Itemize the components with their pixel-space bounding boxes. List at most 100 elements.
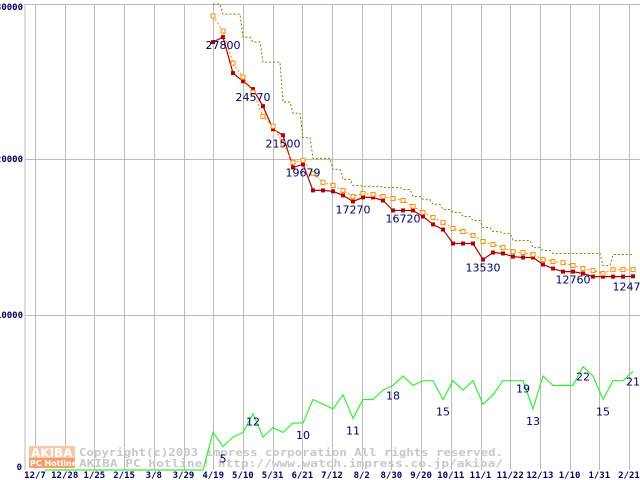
marker-price-avg [290,159,296,165]
marker-price-min [391,208,395,213]
watermark-logo-bottom: PC Hotline! [30,459,81,468]
marker-price-avg [230,60,236,66]
marker-price-min [221,35,225,40]
marker-price-avg [380,193,386,199]
watermark-logo-bottom-bg [29,458,75,468]
marker-price-avg [510,249,516,255]
price-data-label: 21500 [266,137,301,150]
marker-price-min [461,241,465,246]
x-tick-label: 7/12 [321,471,343,480]
x-tick-label: 2/15 [113,471,135,480]
marker-price-avg [210,13,216,19]
marker-price-min [361,195,365,200]
watermark-logo-top: AKIBA [31,446,73,460]
marker-price-avg [440,219,446,225]
count-data-label: 19 [516,383,530,396]
marker-price-min [411,208,415,213]
x-tick-label: 12/7 [24,471,46,480]
x-tick-label: 11/22 [497,471,524,480]
marker-price-avg [620,267,626,273]
x-tick-label: 2/21 [618,471,640,480]
marker-price-min [371,195,375,200]
marker-price-avg [580,266,586,272]
marker-price-avg [560,260,566,266]
marker-price-min [551,266,555,271]
x-tick-label: 3/8 [146,471,162,480]
marker-price-avg [410,203,416,209]
count-data-label: 5 [220,453,227,466]
marker-price-avg [600,271,606,277]
y-tick-label: 30000 [0,3,23,13]
watermark-line1: Copyright(c)2003 impress corporation All… [79,446,503,459]
marker-price-min [321,188,325,193]
marker-price-min [301,162,305,167]
marker-price-avg [370,191,376,197]
marker-price-min [441,227,445,232]
x-tick-label: 1/31 [588,471,610,480]
marker-price-min [591,274,595,279]
marker-price-avg [570,263,576,269]
y-axis-ticks: 0 10000 20000 30000 [0,3,23,473]
count-data-label: 10 [296,429,310,442]
marker-price-avg [400,197,406,203]
marker-price-min [561,269,565,274]
x-tick-label: 1/10 [559,471,581,480]
marker-price-min [351,199,355,204]
count-data-label: 18 [386,389,400,402]
x-tick-label: 5/31 [262,471,284,480]
data-labels: 27800 24570 21500 19679 17270 16720 13530 12760… [206,39,640,465]
count-data-label: 15 [436,406,450,419]
price-data-label: 12470 [613,280,640,293]
y-tick-label: 0 [17,463,22,473]
marker-price-avg [460,229,466,235]
grid [24,4,640,470]
count-data-label: 13 [526,415,540,428]
marker-price-min [241,79,245,84]
marker-price-avg [270,123,276,129]
x-tick-label: 8/2 [354,471,370,480]
marker-price-avg [530,252,536,258]
watermark-line2: AKIBA PC Hotline! http://www.watch.impre… [79,457,503,470]
marker-price-avg [520,250,526,256]
x-tick-label: 1/25 [84,471,106,480]
watermark: AKIBA PC Hotline! Copyright(c)2003 impre… [29,446,503,470]
marker-price-min [571,269,575,274]
marker-price-avg [320,179,326,185]
marker-price-min [401,208,405,213]
marker-price-min [211,40,215,45]
count-data-label: 12 [246,416,260,429]
marker-price-avg [500,245,506,251]
marker-price-min [511,254,515,259]
marker-price-min [541,262,545,267]
marker-price-avg [330,182,336,188]
marker-price-min [631,274,635,279]
count-data-label: 22 [576,371,590,384]
marker-price-avg [480,239,486,245]
marker-price-avg [610,267,616,273]
x-tick-label: 11/1 [470,471,492,480]
marker-price-min [331,189,335,194]
marker-price-min [581,271,585,276]
marker-price-avg [310,170,316,176]
price-data-label: 19679 [286,166,321,179]
price-data-label: 16720 [386,212,421,225]
marker-price-avg [280,140,286,146]
marker-price-avg [250,89,256,95]
x-tick-label: 8/30 [381,471,403,480]
marker-price-avg [550,259,556,265]
marker-price-avg [340,187,346,193]
marker-price-min [531,255,535,260]
series-line-price-max [213,3,633,267]
marker-price-min [451,241,455,246]
x-tick-label: 4/19 [202,471,224,480]
count-data-label: 11 [346,424,360,437]
marker-price-avg [300,157,306,163]
marker-price-min [621,274,625,279]
marker-price-avg [360,190,366,196]
marker-price-min [291,165,295,170]
marker-price-min [271,127,275,132]
series-line-shop-count [45,365,634,471]
marker-price-avg [240,74,246,80]
marker-price-min [431,222,435,227]
marker-price-avg [430,214,436,220]
